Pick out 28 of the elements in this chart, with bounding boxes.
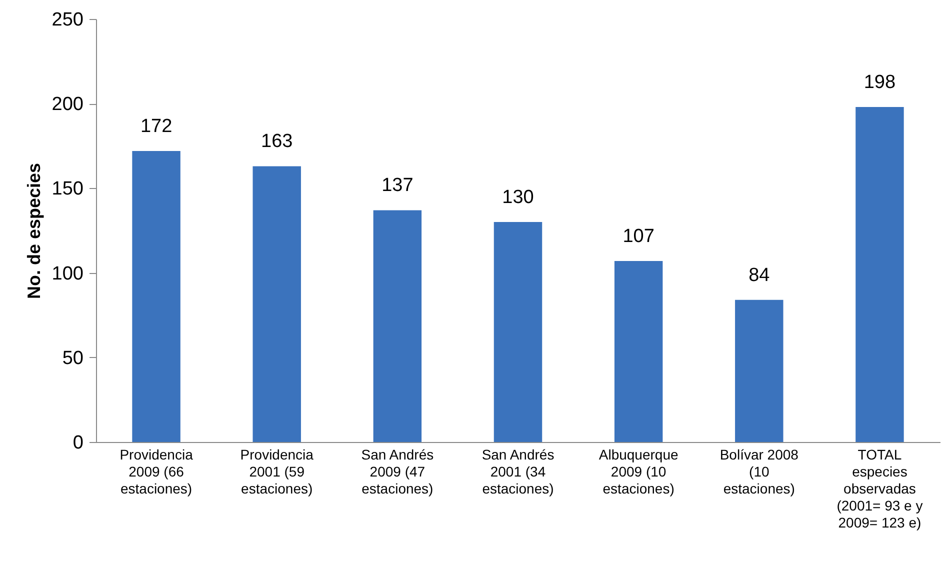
bar <box>735 300 784 442</box>
data-label: 198 <box>864 72 896 93</box>
x-tick-label: San Andrés 2009 (47 estaciones) <box>361 446 434 496</box>
y-tick-label: 200 <box>52 94 84 116</box>
y-tick-label: 250 <box>52 10 84 30</box>
bar <box>373 210 422 442</box>
data-label: 84 <box>748 264 770 286</box>
data-label: 172 <box>140 116 172 137</box>
bar <box>252 166 301 442</box>
bar <box>132 150 180 442</box>
y-tick-label: 100 <box>52 263 84 284</box>
x-tick-label: Providencia 2009 (66 estaciones) <box>120 446 194 496</box>
data-label: 107 <box>622 226 654 247</box>
data-label: 130 <box>502 187 534 208</box>
y-axis-title: No. de especies <box>24 162 44 300</box>
bar <box>494 222 542 442</box>
x-tick-label: Albuquerque 2009 (10 estaciones) <box>598 446 678 496</box>
bar <box>856 106 904 442</box>
y-tick-label: 0 <box>72 432 84 454</box>
y-tick-label: 50 <box>62 348 84 369</box>
x-tick-label: San Andrés 2001 (34 estaciones) <box>482 446 554 496</box>
y-tick-label: 150 <box>52 178 84 200</box>
bar <box>614 260 663 442</box>
x-tick-label: Providencia 2001 (59 estaciones) <box>240 446 314 496</box>
data-label: 163 <box>261 131 293 152</box>
x-tick-label: TOTAL especies observadas (2001= 93 e y 2009= 123 e) <box>836 446 923 530</box>
data-label: 137 <box>382 175 414 196</box>
x-tick-label: Bolívar 2008 (10 estaciones) <box>720 446 799 496</box>
